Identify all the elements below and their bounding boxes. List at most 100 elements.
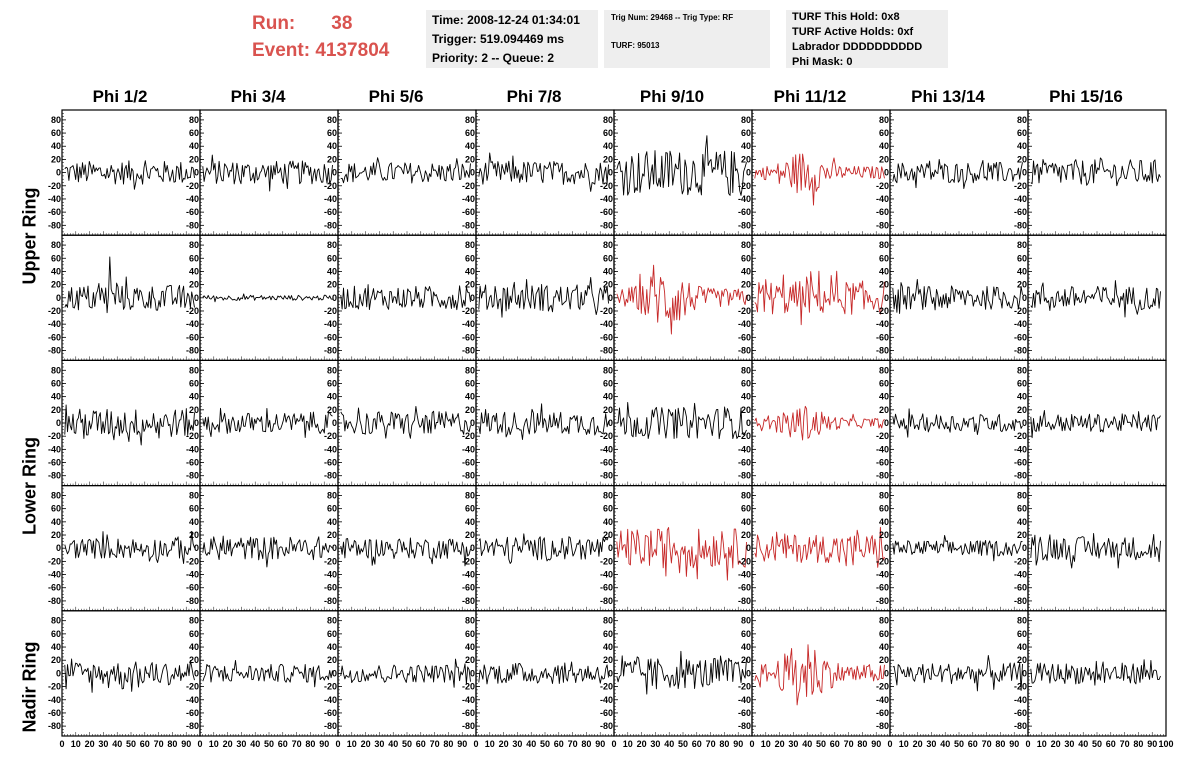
x-tick-label: 40 [940, 739, 950, 749]
y-tick-label: -60 [600, 207, 613, 217]
y-tick-label: -40 [462, 444, 475, 454]
y-tick-label: 0 [332, 293, 337, 303]
x-tick-label: 30 [98, 739, 108, 749]
y-tick-label: -40 [1014, 695, 1027, 705]
y-tick-label: -20 [48, 682, 61, 692]
waveform-trace [64, 658, 195, 693]
waveform-trace [616, 402, 747, 440]
y-tick-label: 0 [332, 168, 337, 178]
waveform-panel-r0-c7: 80 60 40 20 0 -20 -40 -60 -80 [1014, 109, 1167, 236]
waveform-panel-r3-c7: 80 60 40 20 0 -20 -40 -60 -80 [1014, 485, 1167, 612]
y-tick-label: 0 [1022, 543, 1027, 553]
waveform-trace [202, 293, 333, 303]
waveform-trace [616, 527, 747, 581]
y-tick-label: 40 [51, 266, 61, 276]
y-tick-label: -80 [738, 471, 751, 481]
y-tick-label: -20 [738, 556, 751, 566]
y-tick-label: 80 [879, 115, 889, 125]
y-tick-label: -60 [876, 583, 889, 593]
y-tick-label: -40 [462, 695, 475, 705]
y-tick-label: -40 [48, 444, 61, 454]
y-tick-label: -40 [324, 194, 337, 204]
y-tick-label: 20 [1017, 655, 1027, 665]
y-tick-label: 40 [327, 642, 337, 652]
waveform-panel-r2-c1: 80 60 40 20 0 -20 -40 -60 -80 [186, 359, 339, 487]
y-tick-label: -80 [738, 220, 751, 230]
y-tick-label: -20 [324, 181, 337, 191]
y-tick-label: -40 [324, 444, 337, 454]
y-tick-label: 80 [741, 490, 751, 500]
y-tick-label: 60 [51, 629, 61, 639]
x-tick-label: 50 [264, 739, 274, 749]
y-tick-label: -60 [876, 207, 889, 217]
y-tick-label: -20 [600, 556, 613, 566]
y-tick-label: -60 [186, 583, 199, 593]
y-tick-label: -40 [1014, 570, 1027, 580]
y-tick-label: -80 [48, 721, 61, 731]
y-tick-label: 40 [879, 392, 889, 402]
y-tick-label: 40 [741, 266, 751, 276]
y-tick-label: -20 [186, 431, 199, 441]
waveform-trace [754, 270, 885, 326]
turf-this-hold-text: TURF This Hold: 0x8 [792, 11, 900, 23]
waveform-panel-r1-c1: 80 60 40 20 0 -20 -40 -60 -80 [186, 234, 339, 361]
y-tick-label: -60 [738, 458, 751, 468]
y-tick-label: -80 [462, 346, 475, 356]
y-tick-label: 60 [51, 253, 61, 263]
y-tick-label: -60 [1014, 207, 1027, 217]
y-tick-label: 40 [327, 266, 337, 276]
y-tick-label: -60 [324, 332, 337, 342]
y-tick-label: 20 [603, 154, 613, 164]
x-tick-label: 20 [499, 739, 509, 749]
column-header-phi-5-6: Phi 5/6 [368, 87, 424, 106]
y-tick-label: 0 [746, 668, 751, 678]
y-tick-label: 0 [470, 293, 475, 303]
y-tick-label: 40 [741, 642, 751, 652]
waveform-trace [892, 534, 1023, 562]
x-tick-label: 90 [733, 739, 743, 749]
x-tick-label: 50 [1092, 739, 1102, 749]
waveform-trace [1030, 659, 1161, 686]
y-tick-label: 40 [879, 266, 889, 276]
y-tick-label: -40 [738, 319, 751, 329]
x-tick-label: 30 [650, 739, 660, 749]
y-tick-label: 60 [879, 253, 889, 263]
y-tick-label: -40 [186, 695, 199, 705]
y-tick-label: -40 [186, 570, 199, 580]
y-tick-label: 0 [1022, 418, 1027, 428]
y-tick-label: -20 [462, 431, 475, 441]
turf-holds-box: TURF This Hold: 0x8 TURF Active Holds: 0… [786, 10, 948, 68]
y-tick-label: 0 [56, 293, 61, 303]
y-tick-label: -40 [1014, 444, 1027, 454]
panel-frame [889, 234, 1029, 361]
y-tick-label: -60 [738, 583, 751, 593]
y-tick-label: -60 [876, 458, 889, 468]
x-tick-label: 0 [335, 739, 340, 749]
y-tick-label: -40 [186, 319, 199, 329]
y-tick-label: -20 [462, 682, 475, 692]
x-tick-label: 50 [678, 739, 688, 749]
turf-active-holds-text: TURF Active Holds: 0xf [792, 26, 914, 38]
column-header-phi-9-10: Phi 9/10 [639, 87, 705, 106]
y-tick-label: 20 [51, 655, 61, 665]
y-tick-label: 20 [1017, 405, 1027, 415]
x-tick-label: 90 [319, 739, 329, 749]
y-tick-label: -40 [876, 695, 889, 705]
run-value: 38 [331, 13, 353, 34]
y-tick-label: 60 [741, 504, 751, 514]
y-tick-label: -80 [876, 346, 889, 356]
y-tick-label: -60 [738, 708, 751, 718]
y-tick-label: 80 [327, 365, 337, 375]
y-tick-label: 60 [465, 504, 475, 514]
waveform-trace [478, 533, 609, 564]
y-tick-label: 0 [194, 168, 199, 178]
waveform-trace [754, 526, 885, 568]
y-tick-label: 20 [51, 154, 61, 164]
x-tick-label: 70 [844, 739, 854, 749]
y-tick-label: 60 [189, 378, 199, 388]
trig-num-box: Trig Num: 29468 -- Trig Type: RF TURF: 9… [604, 10, 770, 68]
x-tick-label: 10 [209, 739, 219, 749]
waveform-panel-r1-c4: 80 60 40 20 0 -20 -40 -60 -80 [600, 234, 753, 361]
